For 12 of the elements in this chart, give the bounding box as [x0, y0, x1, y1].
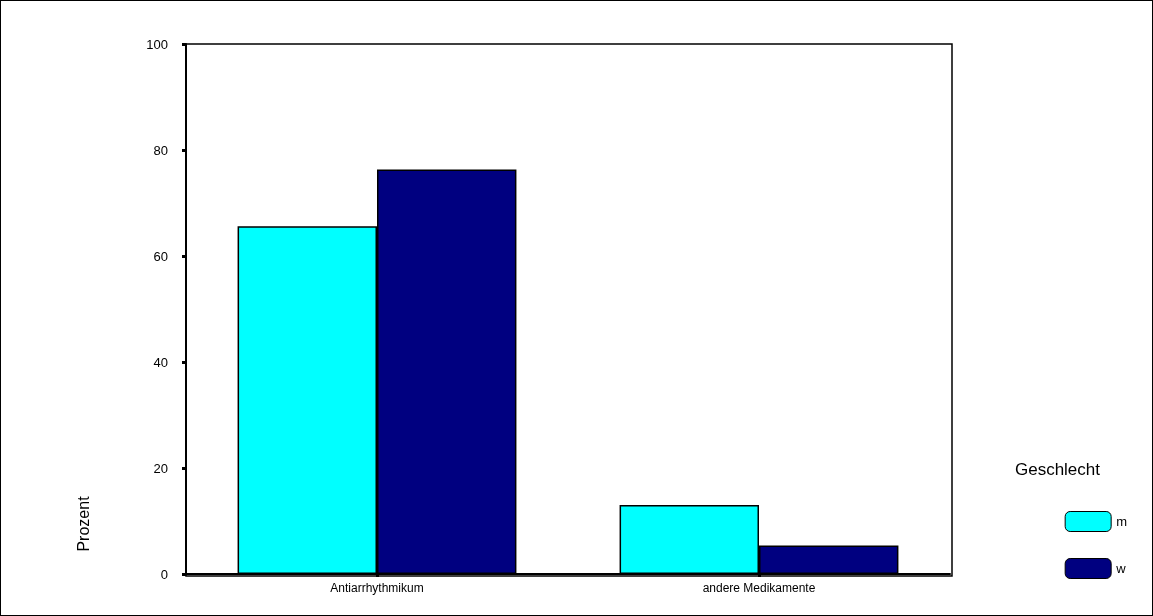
legend-title: Geschlecht	[1014, 460, 1101, 479]
y-axis-title: Prozent	[74, 495, 92, 552]
legend-label: m	[1116, 514, 1128, 529]
y-tick-label: 40	[153, 354, 168, 370]
y-tick-label: 80	[153, 142, 168, 158]
y-tick-label: 100	[146, 36, 168, 52]
x-tick-label: Antiarrhythmikum	[330, 581, 424, 595]
y-tick-label: 60	[153, 248, 168, 264]
y-tick-label: 20	[153, 460, 168, 476]
y-tick-label: 0	[160, 566, 168, 582]
legend-label: w	[1115, 561, 1127, 576]
x-tick-label: andere Medikamente	[702, 581, 816, 595]
